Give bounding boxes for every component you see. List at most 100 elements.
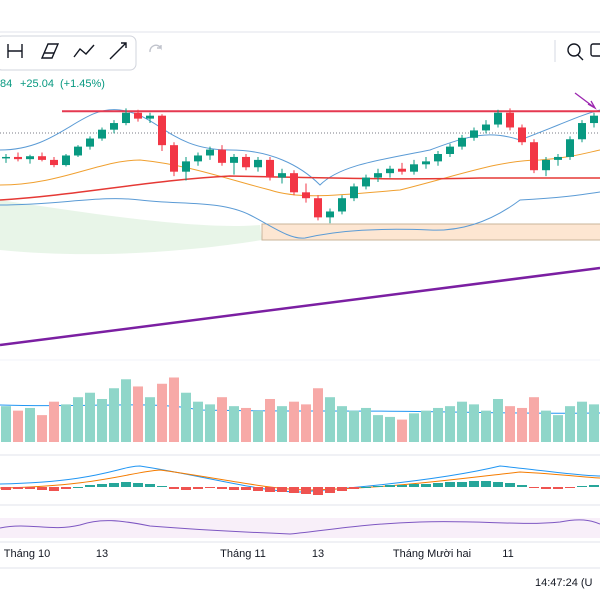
x-tick-label: Tháng 11 — [220, 548, 266, 560]
volume-bar — [577, 401, 587, 442]
candle-body — [146, 115, 154, 119]
volume-bar — [289, 401, 299, 442]
candle-body — [350, 186, 358, 199]
macd-bar — [517, 485, 527, 487]
macd-bar — [349, 487, 359, 489]
candle-body — [182, 161, 190, 172]
candle-body — [74, 146, 82, 156]
tool-arrow[interactable] — [109, 42, 127, 60]
macd-bar — [241, 487, 251, 490]
macd-bar — [373, 486, 383, 487]
volume-bar — [361, 407, 371, 442]
candle-body — [386, 168, 394, 174]
x-tick-label: Tháng Mười hai — [393, 548, 471, 560]
annotation-arrow — [574, 92, 597, 110]
volume-bar — [529, 397, 539, 442]
volume-bar — [169, 377, 179, 442]
volume-bar — [217, 397, 227, 442]
macd-bar — [301, 487, 311, 494]
macd-bar — [61, 487, 71, 489]
macd-bar — [73, 487, 83, 488]
macd-bar — [169, 487, 179, 489]
drawing-toolbar — [0, 35, 137, 71]
macd-bar — [565, 487, 575, 488]
volume-bar — [349, 410, 359, 442]
tool-measure[interactable] — [7, 44, 23, 58]
candle-body — [26, 156, 34, 160]
tool-screenshot[interactable] — [590, 43, 600, 57]
candle-body — [170, 145, 178, 172]
candle-body — [398, 168, 406, 172]
candle-body — [422, 161, 430, 165]
macd-bar — [145, 484, 155, 487]
macd-bar — [253, 487, 263, 491]
candle-body — [206, 149, 214, 156]
candle-body — [530, 142, 538, 171]
macd-bar — [157, 486, 167, 487]
macd-bar — [481, 481, 491, 487]
x-tick-label: Tháng 10 — [4, 548, 50, 560]
macd-bar — [421, 484, 431, 487]
candle-body — [122, 112, 130, 124]
volume-bar — [565, 406, 575, 442]
tool-pattern[interactable] — [40, 43, 60, 59]
candle-body — [314, 198, 322, 218]
macd-bar — [493, 482, 503, 487]
candle-body — [482, 124, 490, 131]
candle-body — [62, 155, 70, 166]
tool-zoom[interactable] — [567, 43, 584, 61]
volume-bar — [25, 407, 35, 442]
tool-path[interactable] — [73, 44, 95, 58]
candle-body — [38, 156, 46, 160]
clock: 14:47:24 (U — [535, 577, 593, 589]
volume-bar — [49, 401, 59, 442]
candle-body — [134, 112, 142, 119]
candle-body — [290, 173, 298, 193]
volume-bar — [73, 397, 83, 442]
volume-bar — [145, 397, 155, 442]
volume-bar — [445, 406, 455, 442]
macd-bar — [277, 487, 287, 492]
macd-bar — [265, 487, 275, 492]
macd-bar — [409, 484, 419, 487]
candle-body — [434, 154, 442, 162]
macd-bar — [577, 486, 587, 487]
candle-body — [2, 156, 10, 159]
volume-bar — [241, 407, 251, 442]
candle-body — [518, 127, 526, 143]
candle-body — [110, 123, 118, 130]
candle-body — [218, 149, 226, 163]
candle-body — [98, 129, 106, 139]
volume-bar — [181, 392, 191, 442]
volume-bar — [265, 398, 275, 442]
candle-body — [86, 138, 94, 147]
rsi-line — [0, 519, 600, 535]
candle-body — [542, 159, 550, 171]
volume-bar — [541, 410, 551, 442]
macd-bar — [49, 487, 59, 491]
price-change: +25.04 — [20, 78, 54, 90]
redo-button[interactable] — [149, 44, 162, 53]
volume-bar — [229, 406, 239, 442]
macd-bar — [289, 487, 299, 493]
candle-body — [446, 146, 454, 154]
candle-body — [338, 198, 346, 212]
macd-bar — [97, 484, 107, 487]
volume-bar — [457, 401, 467, 442]
candle-body — [578, 123, 586, 140]
candle-body — [374, 173, 382, 178]
candle-body — [50, 159, 58, 166]
volume-bar — [157, 383, 167, 442]
trend-line — [0, 266, 600, 347]
volume-bar — [517, 407, 527, 442]
macd-bar — [13, 487, 23, 489]
marks: Tháng 10 13 Tháng 11 13 Tháng Mười hai 11 — [1, 108, 600, 560]
candle-body — [458, 137, 466, 147]
macd-bar — [325, 487, 335, 493]
macd-bar — [541, 487, 551, 489]
macd-bar — [217, 487, 227, 489]
candle-body — [266, 159, 274, 178]
volume-bar — [193, 401, 203, 442]
volume-bar — [397, 419, 407, 442]
macd-bar — [385, 485, 395, 487]
